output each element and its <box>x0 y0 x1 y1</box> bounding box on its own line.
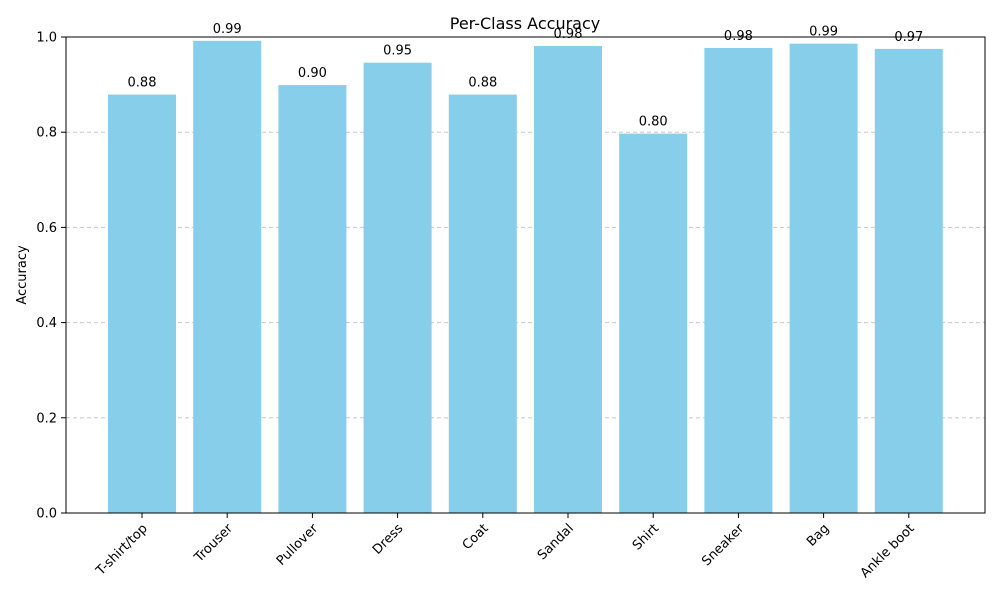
bar-value-label: 0.90 <box>298 66 327 81</box>
bar-value-label: 0.99 <box>809 25 838 40</box>
y-tick-label: 0.6 <box>36 221 57 236</box>
x-tick-label: Sneaker <box>699 521 747 569</box>
y-tick-label: 1.0 <box>36 31 57 46</box>
x-tick-label: T-shirt/top <box>93 521 151 579</box>
x-tick-label: Trouser <box>191 521 236 566</box>
bar-value-label: 0.98 <box>724 29 753 44</box>
plot-frame <box>65 36 986 514</box>
axis-layer <box>61 36 986 518</box>
bar-layer <box>108 40 943 514</box>
bar <box>363 62 432 513</box>
bar-value-label: 0.99 <box>213 22 242 37</box>
bar-value-label: 0.98 <box>554 27 583 42</box>
bar <box>789 43 858 513</box>
x-tick-label: Sandal <box>535 521 577 563</box>
bar-value-label: 0.88 <box>128 76 157 91</box>
bar-value-label: 0.97 <box>894 30 923 45</box>
y-tick-label: 0.4 <box>36 316 57 331</box>
bar-value-label: 0.80 <box>639 115 668 130</box>
x-tick-label: Shirt <box>630 521 662 553</box>
x-tick-label: Bag <box>804 521 832 549</box>
bar <box>619 133 688 514</box>
bar-value-label: 0.95 <box>383 44 412 59</box>
x-tick-label: Dress <box>370 521 407 558</box>
bar <box>108 94 176 513</box>
bar <box>534 46 602 513</box>
bar <box>704 47 773 514</box>
bar <box>193 40 262 514</box>
bar <box>448 94 517 513</box>
x-tick-label: Coat <box>460 521 492 553</box>
chart-title: Per-Class Accuracy <box>450 14 600 33</box>
bar <box>278 85 347 514</box>
y-tick-label: 0.8 <box>36 126 57 141</box>
y-axis-label: Accuracy <box>15 245 30 305</box>
x-tick-label: Pullover <box>274 521 322 569</box>
x-tick-label: Ankle boot <box>858 521 918 581</box>
y-tick-label: 0.2 <box>36 411 57 426</box>
bar <box>874 48 943 514</box>
y-tick-label: 0.0 <box>36 507 57 522</box>
bar-value-label: 0.88 <box>468 76 497 91</box>
